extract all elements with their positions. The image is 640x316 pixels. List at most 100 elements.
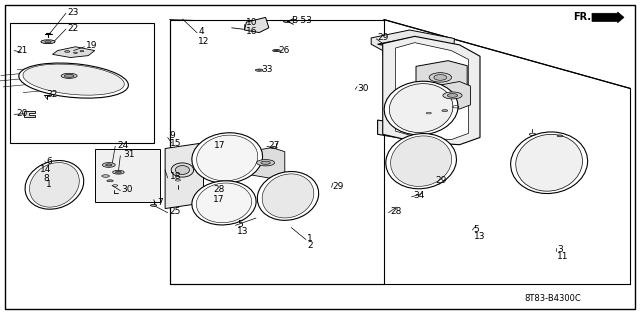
Ellipse shape [284, 21, 290, 22]
Text: 28: 28 [390, 207, 402, 216]
Text: 7: 7 [157, 198, 163, 207]
Text: 30: 30 [122, 185, 133, 194]
Ellipse shape [384, 81, 458, 135]
Polygon shape [378, 38, 479, 144]
Text: 8: 8 [44, 174, 49, 183]
Ellipse shape [172, 163, 193, 177]
Ellipse shape [192, 133, 262, 183]
Ellipse shape [115, 171, 122, 173]
Ellipse shape [257, 172, 319, 220]
Ellipse shape [443, 92, 462, 99]
Text: 25: 25 [170, 207, 181, 216]
Ellipse shape [29, 162, 79, 207]
Text: 12: 12 [198, 37, 210, 46]
Text: 26: 26 [278, 46, 290, 55]
Polygon shape [396, 43, 468, 140]
Text: 24: 24 [117, 141, 129, 150]
Ellipse shape [45, 41, 51, 43]
Ellipse shape [102, 175, 109, 177]
Ellipse shape [390, 136, 452, 186]
Ellipse shape [196, 183, 252, 223]
Ellipse shape [434, 75, 447, 80]
Ellipse shape [196, 135, 258, 181]
Ellipse shape [106, 164, 112, 166]
Text: 30: 30 [357, 84, 369, 93]
Text: 19: 19 [86, 41, 98, 50]
Text: 29: 29 [378, 33, 389, 42]
Ellipse shape [447, 94, 458, 97]
Ellipse shape [389, 84, 453, 132]
Polygon shape [248, 148, 285, 179]
Text: 10: 10 [246, 18, 258, 27]
Polygon shape [592, 12, 624, 23]
Ellipse shape [175, 166, 189, 174]
Ellipse shape [102, 162, 115, 167]
Text: 17: 17 [214, 141, 226, 150]
Ellipse shape [273, 49, 280, 52]
Ellipse shape [442, 110, 448, 112]
Text: 15: 15 [170, 139, 181, 148]
Text: 31: 31 [123, 150, 134, 159]
Text: 8T83-B4300C: 8T83-B4300C [525, 294, 582, 303]
Ellipse shape [25, 161, 84, 209]
Polygon shape [95, 149, 160, 202]
Ellipse shape [65, 51, 70, 52]
Ellipse shape [61, 73, 77, 78]
Ellipse shape [275, 50, 278, 51]
Text: 23: 23 [67, 8, 79, 17]
Ellipse shape [74, 52, 77, 53]
Polygon shape [52, 47, 95, 58]
Text: 34: 34 [413, 191, 424, 200]
Ellipse shape [255, 69, 263, 71]
Text: 27: 27 [269, 141, 280, 150]
Ellipse shape [19, 63, 129, 98]
Polygon shape [416, 61, 467, 94]
Polygon shape [24, 111, 35, 117]
Text: 1: 1 [307, 234, 313, 243]
Text: 9: 9 [170, 131, 175, 140]
Bar [10, 23, 154, 143]
Polygon shape [435, 82, 470, 109]
Ellipse shape [429, 73, 452, 82]
Polygon shape [371, 30, 454, 60]
Ellipse shape [271, 147, 277, 149]
Text: 29: 29 [333, 182, 344, 191]
Text: 4: 4 [198, 27, 204, 36]
Text: 2: 2 [307, 241, 313, 250]
Text: 1: 1 [46, 180, 52, 189]
Text: 33: 33 [261, 65, 273, 74]
Text: 13: 13 [474, 232, 485, 241]
Polygon shape [244, 17, 269, 33]
Text: 3: 3 [557, 245, 563, 254]
Text: 17: 17 [213, 195, 225, 204]
Polygon shape [383, 36, 480, 145]
Text: 5: 5 [474, 225, 479, 234]
Text: 29: 29 [435, 176, 447, 185]
Bar [147, 192, 159, 196]
Ellipse shape [511, 132, 588, 193]
Text: 6: 6 [46, 157, 52, 166]
Text: 18: 18 [170, 173, 181, 181]
Text: 5: 5 [237, 220, 243, 229]
Text: 13: 13 [237, 227, 248, 236]
Ellipse shape [516, 134, 582, 191]
Ellipse shape [41, 40, 55, 44]
Text: 21: 21 [16, 46, 28, 55]
Text: FR.: FR. [573, 12, 591, 22]
Ellipse shape [192, 181, 256, 225]
Text: 22: 22 [67, 24, 79, 33]
Ellipse shape [107, 180, 113, 182]
Ellipse shape [262, 174, 314, 218]
Ellipse shape [65, 74, 74, 77]
Polygon shape [165, 143, 204, 209]
Text: 20: 20 [16, 109, 28, 118]
Ellipse shape [257, 160, 275, 166]
Text: B-53: B-53 [291, 16, 312, 25]
Text: 16: 16 [246, 27, 258, 36]
Text: 11: 11 [557, 252, 568, 261]
Polygon shape [383, 46, 454, 63]
Ellipse shape [113, 170, 124, 174]
Ellipse shape [386, 134, 456, 189]
Ellipse shape [150, 204, 157, 206]
Text: 32: 32 [46, 90, 58, 99]
